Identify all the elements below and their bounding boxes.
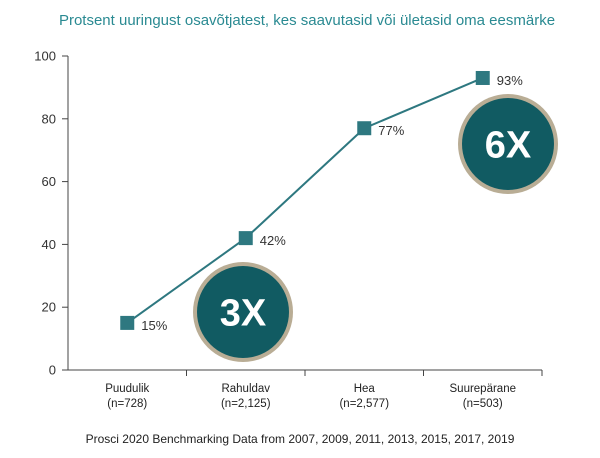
multiplier-badges: 3X 6X (193, 94, 558, 362)
x-category-label: Hea (354, 383, 376, 395)
x-category-label: Puudulik (105, 383, 149, 395)
x-axis-categories: Puudulik (n=728) Rahuldav (n=2,125) Hea (n=2,… (105, 370, 543, 410)
y-tick-label: 0 (49, 363, 56, 378)
data-point-marker (475, 70, 490, 85)
data-label: 77% (378, 123, 404, 138)
x-category-count: (n=2,125) (221, 398, 271, 410)
badge-text: 3X (220, 293, 267, 335)
x-category-count: (n=2,577) (339, 398, 389, 410)
series-line (126, 77, 484, 324)
x-category-label: Rahuldav (221, 383, 270, 395)
footer-source: Prosci 2020 Benchmarking Data from 2007,… (86, 432, 515, 446)
data-point-marker (120, 315, 135, 330)
y-tick-label: 20 (42, 300, 56, 315)
badge-circle (197, 266, 289, 358)
badge-text: 6X (485, 125, 532, 167)
data-label: 15% (141, 318, 167, 333)
y-tick-label: 40 (42, 237, 56, 252)
series: 15% 42% 77% 93% (120, 70, 523, 333)
y-tick-label: 100 (34, 49, 56, 64)
y-tick-label: 60 (42, 174, 56, 189)
axes (67, 56, 542, 371)
data-label: 93% (497, 73, 523, 88)
data-point-marker (357, 121, 372, 136)
y-tick-label: 80 (42, 111, 56, 126)
badge-circle (462, 98, 554, 190)
chart-title: Protsent uuringust osavõtjatest, kes saa… (59, 12, 555, 29)
x-category-count: (n=728) (107, 398, 147, 410)
x-category-label: Suurepärane (450, 383, 517, 395)
x-category-count: (n=503) (463, 398, 503, 410)
data-point-marker (238, 231, 253, 246)
data-label: 42% (260, 233, 286, 248)
y-axis-ticks: 0 20 40 60 80 100 (34, 49, 68, 378)
